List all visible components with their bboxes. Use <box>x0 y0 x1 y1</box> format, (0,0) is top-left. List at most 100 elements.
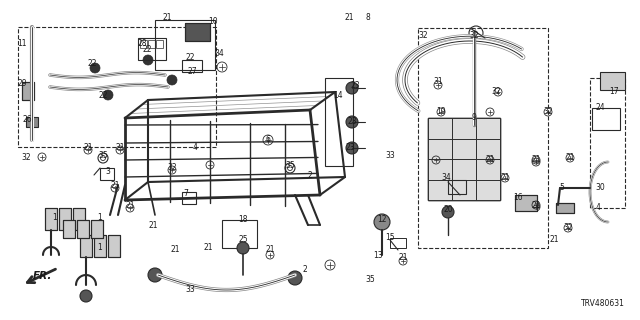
Circle shape <box>237 242 249 254</box>
Text: 4: 4 <box>193 143 197 153</box>
Text: 32: 32 <box>563 223 573 233</box>
Text: 32: 32 <box>543 108 553 116</box>
Text: 11: 11 <box>17 38 27 47</box>
Bar <box>45 208 57 230</box>
Text: 34: 34 <box>441 173 451 182</box>
Circle shape <box>346 116 358 128</box>
Bar <box>428 118 452 139</box>
Text: 21: 21 <box>110 180 120 189</box>
Text: 21: 21 <box>485 156 495 164</box>
Bar <box>325 78 353 166</box>
Text: 21: 21 <box>204 244 212 252</box>
Circle shape <box>346 142 358 154</box>
Text: 32: 32 <box>167 163 177 172</box>
Bar <box>73 208 85 230</box>
Text: 5: 5 <box>559 182 564 191</box>
Bar <box>80 235 92 257</box>
Text: 21: 21 <box>125 201 135 210</box>
Text: 21: 21 <box>565 153 575 162</box>
Bar <box>452 159 476 180</box>
Text: 21: 21 <box>500 173 509 182</box>
Bar <box>185 23 210 41</box>
Bar <box>140 40 147 48</box>
Bar <box>428 180 452 200</box>
Text: 32: 32 <box>491 87 501 97</box>
Bar <box>26 117 38 127</box>
Text: 20: 20 <box>443 205 453 214</box>
Text: 4: 4 <box>596 203 600 212</box>
Bar <box>600 72 625 90</box>
Text: FR.: FR. <box>32 271 52 281</box>
Bar <box>428 139 452 159</box>
Text: 33: 33 <box>385 150 395 159</box>
Bar <box>428 118 452 139</box>
Text: 34: 34 <box>214 49 224 58</box>
Circle shape <box>80 290 92 302</box>
Circle shape <box>103 90 113 100</box>
Circle shape <box>346 82 358 94</box>
Bar <box>476 180 500 200</box>
Text: 10: 10 <box>208 18 218 27</box>
Bar <box>592 108 620 130</box>
Text: 7: 7 <box>184 188 188 197</box>
Text: 3: 3 <box>106 167 111 177</box>
Bar <box>452 180 476 200</box>
Text: 32: 32 <box>469 30 479 39</box>
Bar <box>100 168 114 180</box>
Text: 14: 14 <box>333 91 343 100</box>
Bar <box>428 159 452 180</box>
Text: 13: 13 <box>373 251 383 260</box>
Text: 21: 21 <box>531 201 541 210</box>
Bar <box>452 159 476 180</box>
Text: 32: 32 <box>21 153 31 162</box>
Bar <box>185 23 210 41</box>
Bar <box>155 20 215 70</box>
Text: TRV480631: TRV480631 <box>581 299 625 308</box>
Text: 21: 21 <box>148 220 157 229</box>
Bar <box>476 180 500 200</box>
Bar <box>18 27 216 147</box>
Text: 21: 21 <box>170 245 180 254</box>
Text: 21: 21 <box>531 156 541 164</box>
Bar <box>138 38 166 60</box>
Text: 33: 33 <box>185 285 195 294</box>
Text: 19: 19 <box>436 108 446 116</box>
Text: 26: 26 <box>22 116 32 124</box>
Text: 2: 2 <box>308 171 312 180</box>
Bar <box>515 195 537 211</box>
Bar <box>476 118 500 139</box>
Text: 22: 22 <box>99 91 108 100</box>
Text: 6: 6 <box>266 135 271 145</box>
Bar <box>80 235 92 257</box>
Circle shape <box>143 55 153 65</box>
Bar <box>63 220 75 238</box>
Bar <box>452 139 476 159</box>
Text: 21: 21 <box>265 245 275 254</box>
Text: 21: 21 <box>115 142 125 151</box>
Bar <box>515 195 537 211</box>
Text: 23: 23 <box>345 143 355 153</box>
Text: 12: 12 <box>377 215 387 225</box>
Bar <box>556 203 574 213</box>
Text: 31: 31 <box>433 77 443 86</box>
Circle shape <box>148 268 162 282</box>
Text: 35: 35 <box>98 150 108 159</box>
Text: 1: 1 <box>52 213 58 222</box>
Text: 1: 1 <box>98 213 102 222</box>
Bar <box>77 220 89 238</box>
Text: 22: 22 <box>87 59 97 68</box>
Bar <box>94 235 106 257</box>
Text: 22: 22 <box>142 45 152 54</box>
Circle shape <box>442 206 454 218</box>
Bar <box>476 139 500 159</box>
Bar <box>452 139 476 159</box>
Text: 2: 2 <box>303 266 307 275</box>
Text: 21: 21 <box>83 142 93 151</box>
Text: 35: 35 <box>285 161 295 170</box>
Bar <box>108 235 120 257</box>
Text: 24: 24 <box>595 103 605 113</box>
Text: 18: 18 <box>238 215 248 225</box>
Text: 29: 29 <box>17 78 27 87</box>
Text: 17: 17 <box>609 87 619 97</box>
Text: 25: 25 <box>238 236 248 244</box>
